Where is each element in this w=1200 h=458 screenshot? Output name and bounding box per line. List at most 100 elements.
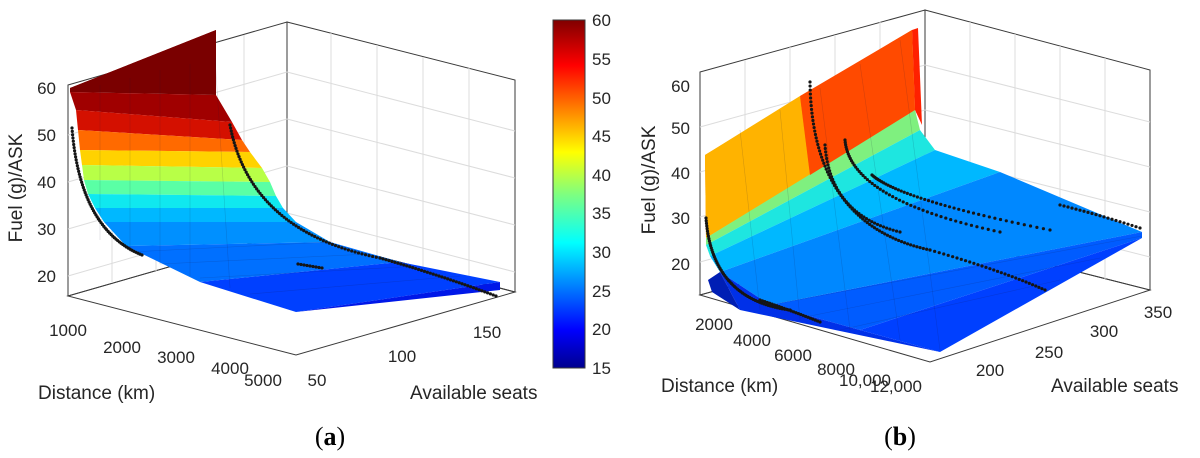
scatter-point — [884, 191, 888, 195]
scatter-point — [1024, 280, 1028, 284]
scatter-point — [836, 188, 840, 192]
scatter-point — [885, 226, 889, 230]
scatter-point — [384, 258, 388, 262]
panel-b-x-label: Distance (km) — [661, 376, 778, 397]
panel-a-y-tick: 50 — [308, 371, 327, 390]
scatter-point — [1114, 218, 1118, 223]
scatter-point — [282, 215, 286, 219]
scatter-point — [299, 262, 303, 267]
panel-b: 20 30 40 50 60 Fuel (g)/ASK 2000 4000 60… — [639, 9, 1178, 451]
scatter-point — [419, 268, 424, 272]
panel-b-y-tick: 200 — [976, 361, 1004, 380]
scatter-point — [963, 259, 968, 263]
scatter-point — [926, 199, 931, 203]
scatter-point — [79, 178, 83, 182]
panel-a-surface-band — [84, 180, 276, 196]
scatter-point — [402, 263, 406, 267]
scatter-point — [353, 250, 357, 254]
scatter-point — [901, 200, 905, 204]
panel-b-surface-band — [706, 130, 935, 256]
scatter-point — [894, 187, 898, 191]
scatter-point — [902, 241, 907, 245]
panel-a-z-axis: 20 30 40 50 60 Fuel (g)/ASK — [6, 79, 56, 286]
scatter-point — [921, 246, 925, 251]
panel-a-surface-band — [200, 262, 500, 312]
scatter-point — [297, 225, 301, 230]
scatter-point — [245, 173, 250, 177]
scatter-point — [71, 139, 75, 143]
scatter-point — [296, 262, 300, 266]
scatter-point — [824, 167, 828, 171]
scatter-point — [951, 255, 955, 259]
scatter-point — [1098, 214, 1102, 218]
scatter-point — [859, 171, 863, 176]
scatter-point — [140, 253, 144, 257]
scatter-point — [998, 217, 1003, 222]
scatter-point — [234, 146, 238, 150]
scatter-point — [1078, 208, 1082, 212]
scatter-point — [770, 302, 774, 306]
scatter-point — [955, 256, 959, 260]
scatter-point — [933, 249, 937, 253]
scatter-point — [823, 146, 827, 151]
scatter-point — [939, 214, 943, 219]
scatter-point — [993, 216, 997, 220]
scatter-point — [819, 152, 823, 156]
scatter-point — [992, 229, 996, 233]
scatter-point — [864, 217, 869, 221]
scatter-point — [228, 126, 233, 130]
scatter-point — [944, 216, 948, 220]
scatter-point — [269, 204, 273, 208]
scatter-point — [943, 203, 947, 208]
scatter-point — [454, 280, 458, 284]
scatter-point — [229, 129, 233, 133]
scatter-point — [824, 153, 828, 157]
panel-a-surface — [70, 30, 500, 312]
panel-a-x-tick: 3000 — [157, 348, 195, 367]
scatter-point — [74, 158, 78, 162]
scatter-point — [80, 183, 85, 187]
scatter-point — [868, 179, 872, 184]
scatter-point — [804, 314, 808, 318]
scatter-point — [253, 184, 257, 189]
scatter-point — [977, 212, 981, 216]
scatter-point — [808, 80, 812, 84]
colorbar-tick: 35 — [592, 204, 611, 223]
scatter-point — [865, 177, 869, 182]
scatter-point — [1106, 216, 1110, 220]
scatter-point — [789, 309, 793, 313]
panel-b-x-axis: 2000 4000 6000 8000 10,000 12,000 Distan… — [661, 315, 922, 397]
scatter-point — [810, 111, 814, 115]
scatter-point — [318, 237, 323, 241]
scatter-point — [78, 175, 82, 179]
scatter-point — [1090, 211, 1094, 216]
scatter-point — [809, 100, 813, 104]
panel-a-x-tick: 5000 — [244, 371, 282, 390]
panel-a-y-tick: 100 — [388, 347, 416, 366]
scatter-point — [240, 162, 244, 167]
scatter-point — [1066, 205, 1070, 209]
scatter-point — [878, 187, 882, 191]
scatter-point — [980, 264, 984, 268]
scatter-point — [905, 242, 910, 246]
panel-b-x-tick: 2000 — [695, 315, 733, 334]
scatter-point — [1010, 220, 1014, 224]
scatter-point — [820, 155, 824, 159]
scatter-point — [975, 225, 979, 229]
scatter-point — [72, 142, 76, 147]
scatter-point — [888, 235, 892, 239]
scatter-point — [957, 207, 961, 211]
scatter-point — [808, 92, 812, 96]
scatter-point — [233, 143, 237, 148]
scatter-point — [324, 240, 328, 244]
panel-a-y-axis: 50 100 150 Available seats — [308, 323, 538, 404]
scatter-point — [287, 219, 291, 223]
scatter-point — [959, 257, 963, 261]
colorbar-tick: 20 — [592, 320, 611, 339]
scatter-point — [81, 185, 85, 190]
scatter-point — [964, 222, 968, 226]
scatter-point — [70, 129, 74, 133]
scatter-point — [239, 160, 243, 164]
scatter-point — [810, 115, 815, 119]
scatter-point — [350, 249, 354, 253]
